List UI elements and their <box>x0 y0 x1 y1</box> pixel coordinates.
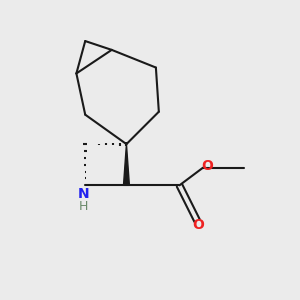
Polygon shape <box>124 144 129 185</box>
Text: H: H <box>79 200 88 213</box>
Text: N: N <box>78 187 90 201</box>
Text: O: O <box>193 218 205 232</box>
Text: O: O <box>202 159 213 173</box>
